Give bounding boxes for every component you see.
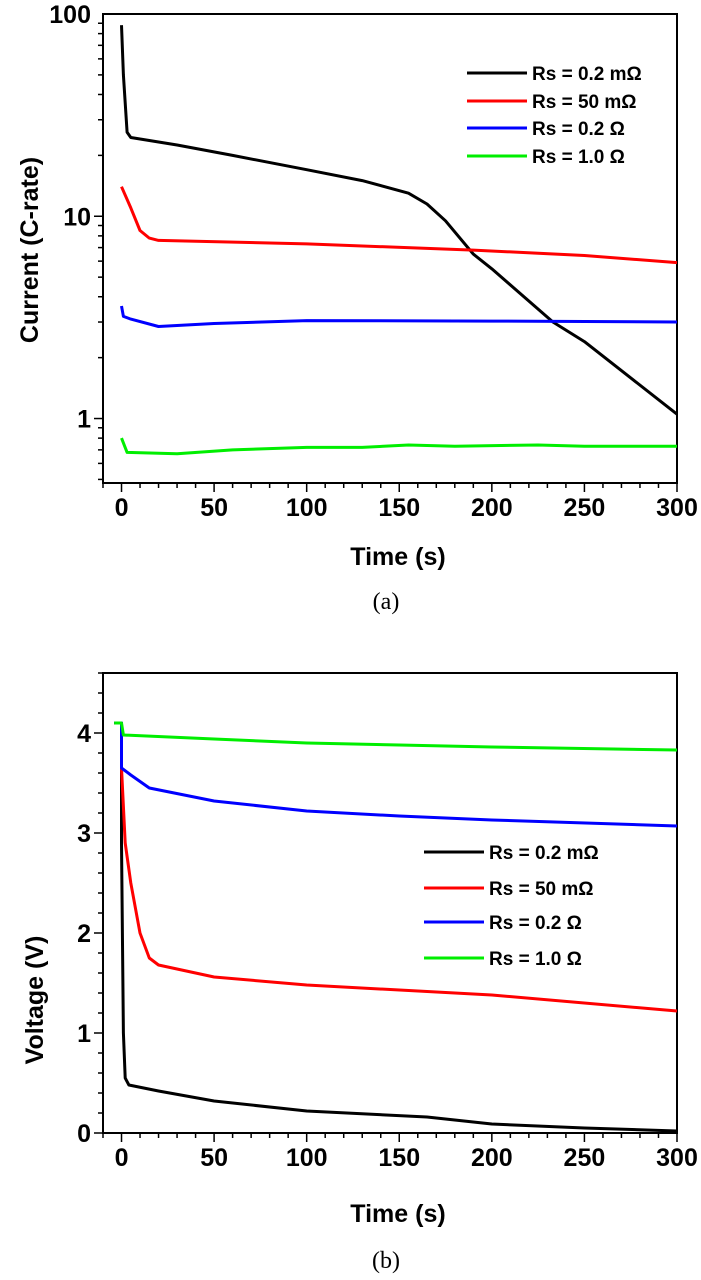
series-line-3 <box>120 305 678 328</box>
panel-caption: (a) <box>373 589 400 615</box>
series-line-4 <box>120 437 677 456</box>
x-tick-label: 100 <box>286 494 328 522</box>
x-tick-label: 50 <box>200 494 228 522</box>
chart-panel-b: 0 50 100 150 200 250 300 0 1 2 3 4 Time (s) Voltage (… <box>21 672 698 1274</box>
x-tick-label: 250 <box>564 494 606 522</box>
y-tick-label: 1 <box>77 1020 91 1048</box>
x-tick-label: 300 <box>656 494 698 522</box>
plot-frame <box>102 672 678 1134</box>
legend-label: Rs = 50 mΩ <box>489 879 593 900</box>
x-axis-label: Time (s) <box>350 543 445 571</box>
x-axis-label: Time (s) <box>350 1200 445 1228</box>
x-tick-label: 0 <box>115 1144 129 1172</box>
x-tick-label: 200 <box>471 1144 513 1172</box>
y-tick-label: 1 <box>77 406 91 434</box>
y-tick-label: 4 <box>77 720 91 748</box>
y-tick-label: 3 <box>77 820 91 848</box>
legend-label: Rs = 0.2 mΩ <box>532 64 642 85</box>
y-tick-label: 2 <box>77 920 91 948</box>
x-tick-label: 0 <box>115 494 129 522</box>
x-tick-label: 150 <box>378 1144 420 1172</box>
x-tick-label: 200 <box>471 494 513 522</box>
series-line-2 <box>120 186 678 265</box>
y-tick-label: 0 <box>77 1120 91 1148</box>
y-tick-label: 10 <box>63 203 91 231</box>
plot-frame <box>102 13 678 484</box>
chart-panel-a: 0 50 100 150 200 250 300 1 10 100 Time (s) Current … <box>16 1 698 615</box>
series-line-2 <box>120 767 678 1013</box>
series-line-3 <box>114 721 678 828</box>
legend-label: Rs = 0.2 mΩ <box>489 843 599 864</box>
series-line-4 <box>114 721 678 752</box>
y-axis-label: Voltage (V) <box>21 936 49 1065</box>
y-axis-label: Current (C-rate) <box>16 157 44 343</box>
legend-label: Rs = 1.0 Ω <box>489 949 582 970</box>
x-tick-label: 150 <box>378 494 420 522</box>
legend-label: Rs = 0.2 Ω <box>532 119 625 140</box>
y-tick-label: 100 <box>49 1 91 29</box>
x-tick-label: 50 <box>200 1144 228 1172</box>
x-tick-label: 300 <box>656 1144 698 1172</box>
legend-label: Rs = 1.0 Ω <box>532 147 625 168</box>
legend-label: Rs = 50 mΩ <box>532 92 636 113</box>
x-tick-label: 100 <box>286 1144 328 1172</box>
legend-label: Rs = 0.2 Ω <box>489 913 582 934</box>
legend: Rs = 0.2 mΩ Rs = 50 mΩ Rs = 0.2 Ω Rs = 1.0 … <box>424 843 599 970</box>
x-tick-label: 250 <box>564 1144 606 1172</box>
series-line-1 <box>114 721 678 1133</box>
legend: Rs = 0.2 mΩ Rs = 50 mΩ Rs = 0.2 Ω Rs = 1.0 … <box>467 64 642 168</box>
series-line-1 <box>120 25 678 416</box>
panel-caption: (b) <box>372 1248 400 1274</box>
